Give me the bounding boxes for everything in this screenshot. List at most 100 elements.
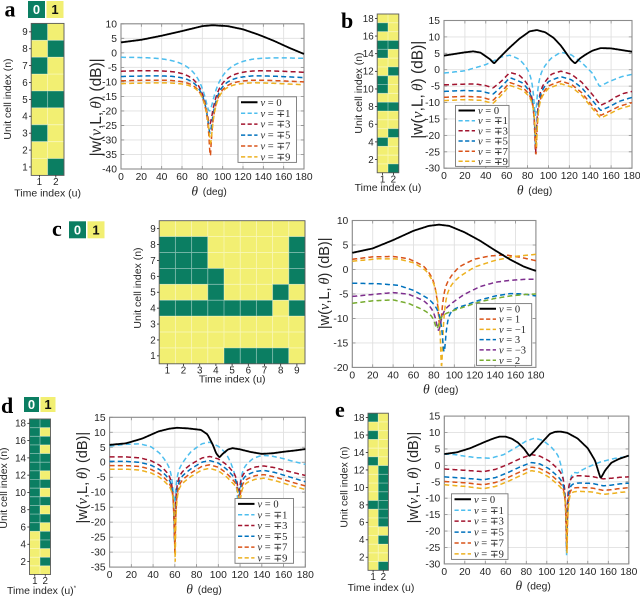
svg-text:-30: -30 [91,548,106,559]
svg-text:-25: -25 [425,147,440,158]
svg-text:1: 1 [32,576,37,587]
svg-text:10: 10 [354,483,365,494]
svg-text:140: 140 [253,570,270,581]
svg-text:θ: θ [517,183,524,198]
svg-text:20: 20 [459,171,471,182]
svg-text:Unit cell index (n): Unit cell index (n) [353,52,365,133]
svg-text:16: 16 [15,436,26,447]
svg-text:60: 60 [176,172,188,183]
svg-text:-5: -5 [431,477,440,488]
svg-text:8: 8 [21,505,27,516]
svg-text:18: 18 [15,419,26,430]
svg-text:5: 5 [150,288,156,299]
svg-text:(deg): (deg) [198,585,222,596]
svg-text:160: 160 [275,172,292,183]
svg-text:1: 1 [370,572,375,583]
svg-text:5: 5 [435,444,441,455]
svg-text:5: 5 [434,49,440,60]
svg-text:-35: -35 [102,150,117,161]
svg-text:1: 1 [150,351,155,362]
svg-text:15: 15 [429,412,441,423]
svg-text:-20: -20 [333,363,348,374]
svg-text:6: 6 [150,272,156,283]
svg-text:θ: θ [191,183,198,198]
svg-text:ν = ∓3: ν = ∓3 [474,517,504,528]
svg-text:60: 60 [501,171,513,182]
svg-text:6: 6 [359,518,365,529]
svg-text:12: 12 [15,471,26,482]
svg-text:4: 4 [150,304,156,315]
svg-text:ν = ∓1: ν = ∓1 [478,116,508,127]
svg-text:80: 80 [521,567,533,578]
svg-text:9: 9 [150,224,155,235]
svg-text:5: 5 [229,365,235,376]
svg-text:5: 5 [343,241,349,252]
svg-text:20: 20 [126,570,138,581]
svg-text:1: 1 [44,397,51,412]
svg-text:5: 5 [100,443,106,454]
svg-text:140: 140 [582,171,599,182]
svg-text:Unit cell index (n): Unit cell index (n) [2,58,14,139]
svg-text:-15: -15 [425,115,440,126]
svg-text:100: 100 [214,172,231,183]
svg-text:12: 12 [354,465,365,476]
svg-text:-10: -10 [333,314,348,325]
svg-text:4: 4 [359,535,365,546]
svg-text:160: 160 [603,171,620,182]
svg-text:100: 100 [540,171,557,182]
svg-text:ν = 0: ν = 0 [474,495,495,506]
svg-text:-20: -20 [102,106,117,117]
svg-text:5: 5 [22,95,28,106]
svg-text:ν = ∓1: ν = ∓1 [474,506,504,517]
svg-text:-5: -5 [431,82,440,93]
svg-text:Unit cell index (n): Unit cell index (n) [339,446,351,527]
svg-text:-10: -10 [425,98,440,109]
svg-text:a: a [5,0,16,22]
svg-text:1: 1 [380,174,385,185]
svg-text:120: 120 [559,567,576,578]
svg-text:Unit cell index (n): Unit cell index (n) [132,247,144,328]
svg-text:Time index (u): Time index (u) [348,582,415,594]
svg-text:ν = 2: ν = 2 [499,356,520,367]
svg-text:|w(ν,L, θ) (dB)|: |w(ν,L, θ) (dB)| [317,237,333,329]
svg-text:-15: -15 [333,338,348,349]
svg-text:10: 10 [106,19,118,30]
svg-text:2: 2 [42,576,47,587]
svg-text:5: 5 [111,34,117,45]
svg-text:ν = ∓9: ν = ∓9 [478,157,508,168]
svg-text:10: 10 [337,216,349,227]
svg-text:-20: -20 [91,518,106,529]
svg-text:180: 180 [623,171,640,182]
svg-text:6: 6 [368,120,374,131]
svg-text:1: 1 [165,365,170,376]
svg-text:ν = ∓9: ν = ∓9 [258,554,288,565]
svg-text:Time index (u): Time index (u) [199,374,266,386]
svg-text:2: 2 [368,155,373,166]
svg-text:120: 120 [466,370,483,381]
svg-text:10: 10 [363,84,374,95]
svg-text:-25: -25 [102,121,117,132]
svg-text:ν = −3: ν = −3 [499,346,526,357]
svg-text:80: 80 [522,171,534,182]
svg-text:6: 6 [22,78,28,89]
svg-text:40: 40 [480,171,492,182]
svg-text:6: 6 [21,522,27,533]
svg-text:180: 180 [620,567,637,578]
svg-text:40: 40 [387,370,399,381]
svg-text:180: 180 [527,370,544,381]
svg-text:e: e [335,397,345,422]
svg-text:b: b [341,8,353,33]
svg-text:7: 7 [22,61,27,72]
svg-text:40: 40 [480,567,492,578]
svg-text:(deg): (deg) [203,187,227,198]
svg-text:20: 20 [459,567,471,578]
svg-text:8: 8 [359,500,365,511]
svg-text:ν = ∓1: ν = ∓1 [261,109,291,120]
svg-text:9: 9 [22,27,27,38]
svg-text:ν = 3: ν = 3 [499,335,520,346]
svg-text:8: 8 [278,365,284,376]
svg-text:10: 10 [429,32,441,43]
svg-text:10: 10 [94,428,106,439]
svg-text:-10: -10 [91,488,106,499]
svg-text:3: 3 [22,129,28,140]
